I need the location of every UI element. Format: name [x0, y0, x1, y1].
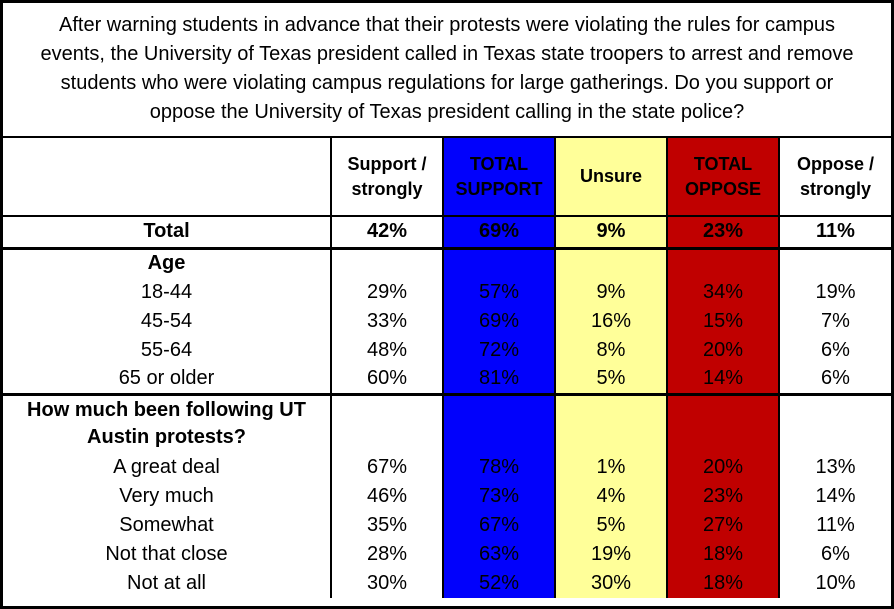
section-heading-row-following: How much been following UT Austin protes…: [3, 392, 891, 453]
empty-corner-cell: [3, 136, 332, 217]
row-label: 65 or older: [3, 365, 332, 394]
cell-value: 46%: [330, 482, 444, 511]
cell-value: 13%: [778, 453, 891, 482]
cell-value: 78%: [442, 453, 556, 482]
row-label: A great deal: [3, 453, 332, 482]
col-header-total-oppose: TOTAL OPPOSE: [666, 136, 780, 217]
row-label: 55-64: [3, 336, 332, 365]
row-label: Somewhat: [3, 511, 332, 540]
cell-value: 63%: [442, 540, 556, 569]
table-row: Not that close 28% 63% 19% 18% 6%: [3, 540, 891, 569]
cell-value: 5%: [554, 511, 668, 540]
empty-cell: [666, 392, 780, 453]
table-row: 55-64 48% 72% 8% 20% 6%: [3, 336, 891, 365]
results-table: Support / strongly TOTAL SUPPORT Unsure …: [3, 136, 891, 598]
cell-value: 72%: [442, 336, 556, 365]
total-total-support-value: 69%: [442, 216, 556, 250]
cell-value: 16%: [554, 307, 668, 336]
total-total-oppose-value: 23%: [666, 216, 780, 250]
empty-cell: [778, 392, 891, 453]
cell-value: 19%: [778, 278, 891, 307]
col-header-oppose-strongly: Oppose / strongly: [778, 136, 891, 217]
total-unsure-value: 9%: [554, 216, 668, 250]
cell-value: 81%: [442, 365, 556, 394]
cell-value: 34%: [666, 278, 780, 307]
cell-value: 28%: [330, 540, 444, 569]
table-row: Very much 46% 73% 4% 23% 14%: [3, 482, 891, 511]
cell-value: 57%: [442, 278, 556, 307]
total-row-label: Total: [3, 216, 332, 250]
cell-value: 18%: [666, 569, 780, 598]
section-heading-following: How much been following UT Austin protes…: [3, 392, 332, 453]
cell-value: 4%: [554, 482, 668, 511]
empty-cell: [666, 248, 780, 278]
cell-value: 67%: [330, 453, 444, 482]
table-row: Not at all 30% 52% 30% 18% 10%: [3, 569, 891, 598]
cell-value: 29%: [330, 278, 444, 307]
section-heading-row-age: Age: [3, 248, 891, 278]
cell-value: 73%: [442, 482, 556, 511]
cell-value: 14%: [778, 482, 891, 511]
table-row: 65 or older 60% 81% 5% 14% 6%: [3, 365, 891, 394]
cell-value: 20%: [666, 336, 780, 365]
row-label: 18-44: [3, 278, 332, 307]
cell-value: 60%: [330, 365, 444, 394]
row-label: Very much: [3, 482, 332, 511]
cell-value: 30%: [554, 569, 668, 598]
cell-value: 67%: [442, 511, 556, 540]
cell-value: 9%: [554, 278, 668, 307]
cell-value: 23%: [666, 482, 780, 511]
table-row: A great deal 67% 78% 1% 20% 13%: [3, 453, 891, 482]
cell-value: 52%: [442, 569, 556, 598]
row-label: Not that close: [3, 540, 332, 569]
cell-value: 7%: [778, 307, 891, 336]
section-heading-age: Age: [3, 248, 332, 278]
cell-value: 48%: [330, 336, 444, 365]
cell-value: 30%: [330, 569, 444, 598]
cell-value: 14%: [666, 365, 780, 394]
empty-cell: [778, 248, 891, 278]
col-header-support-strongly: Support / strongly: [330, 136, 444, 217]
question-text: After warning students in advance that t…: [40, 14, 854, 123]
header-row: Support / strongly TOTAL SUPPORT Unsure …: [3, 136, 891, 217]
cell-value: 27%: [666, 511, 780, 540]
cell-value: 6%: [778, 336, 891, 365]
total-support-strongly-value: 42%: [330, 216, 444, 250]
empty-cell: [554, 392, 668, 453]
cell-value: 33%: [330, 307, 444, 336]
total-oppose-strongly-value: 11%: [778, 216, 891, 250]
cell-value: 18%: [666, 540, 780, 569]
row-label: 45-54: [3, 307, 332, 336]
table-row: Somewhat 35% 67% 5% 27% 11%: [3, 511, 891, 540]
col-header-total-support: TOTAL SUPPORT: [442, 136, 556, 217]
cell-value: 15%: [666, 307, 780, 336]
cell-value: 69%: [442, 307, 556, 336]
table-row: 18-44 29% 57% 9% 34% 19%: [3, 278, 891, 307]
empty-cell: [554, 248, 668, 278]
cell-value: 6%: [778, 540, 891, 569]
col-header-unsure: Unsure: [554, 136, 668, 217]
cell-value: 8%: [554, 336, 668, 365]
empty-cell: [442, 248, 556, 278]
empty-cell: [442, 392, 556, 453]
cell-value: 11%: [778, 511, 891, 540]
total-row: Total 42% 69% 9% 23% 11%: [3, 216, 891, 250]
cell-value: 6%: [778, 365, 891, 394]
empty-cell: [330, 248, 444, 278]
cell-value: 5%: [554, 365, 668, 394]
cell-value: 1%: [554, 453, 668, 482]
cell-value: 19%: [554, 540, 668, 569]
table-row: 45-54 33% 69% 16% 15% 7%: [3, 307, 891, 336]
cell-value: 10%: [778, 569, 891, 598]
row-label: Not at all: [3, 569, 332, 598]
empty-cell: [330, 392, 444, 453]
cell-value: 35%: [330, 511, 444, 540]
cell-value: 20%: [666, 453, 780, 482]
